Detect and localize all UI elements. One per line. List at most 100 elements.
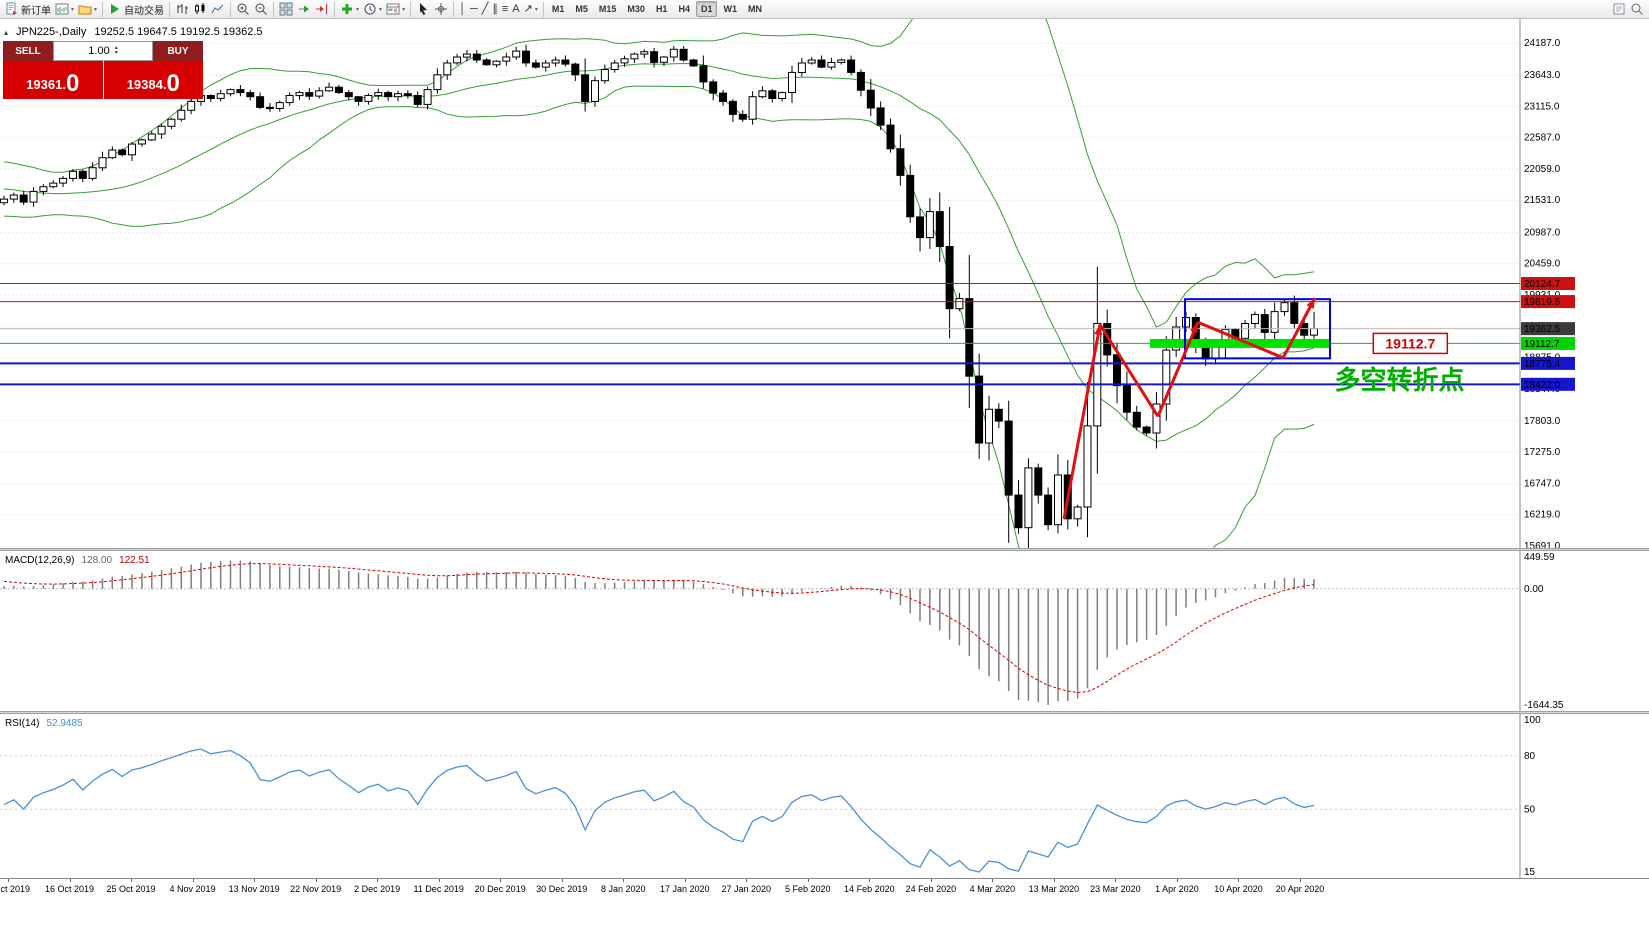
autotrading-label: 自动交易 <box>124 5 165 17</box>
cursor-button[interactable] <box>414 1 432 18</box>
arrow-tool-icon: ↗ <box>523 2 533 15</box>
panel-splitter[interactable] <box>0 711 1649 714</box>
clock-icon <box>364 3 376 15</box>
vertical-line-button[interactable]: │ <box>457 1 468 18</box>
text-tool-icon: A <box>512 2 520 15</box>
date-tick <box>869 879 871 882</box>
svg-text:17275.0: 17275.0 <box>1524 447 1561 458</box>
date-tick <box>1176 879 1178 882</box>
symbol-name: JPN225-,Daily <box>16 26 87 38</box>
collapse-trade-panel-icon[interactable]: ▴ <box>4 27 9 37</box>
candlestick-icon <box>195 3 205 14</box>
buy-button[interactable]: BUY <box>153 41 203 61</box>
date-label: 8 Jan 2020 <box>600 884 646 894</box>
svg-text:18422.0: 18422.0 <box>1524 380 1561 391</box>
indicators-button[interactable]: ▾ <box>338 1 361 18</box>
quick-search-button[interactable] <box>1628 1 1646 18</box>
toolbar-separator <box>102 1 104 17</box>
volume-down-button[interactable]: ▾ <box>114 50 118 56</box>
date-axis[interactable]: 8 Oct 2019 16 Oct 2019 25 Oct 2019 4 Nov 20… <box>0 878 1649 897</box>
text-tool-button[interactable]: A <box>510 1 521 18</box>
timeframe-MN[interactable]: MN <box>747 4 762 14</box>
buy-price-button[interactable]: 19384. 0 <box>103 61 203 99</box>
channel-button[interactable]: ∥ <box>490 1 500 18</box>
volume-up-button[interactable]: ▴ <box>114 45 118 51</box>
timeframe-W1[interactable]: W1 <box>723 4 737 14</box>
date-label: 14 Feb 2020 <box>844 884 895 894</box>
consolidation-box <box>1183 298 1331 360</box>
rsi-chart-canvas[interactable]: 100 80 50 15 <box>0 714 1649 878</box>
auto-scroll-button[interactable] <box>295 1 313 18</box>
trend-arrow-head <box>1306 297 1315 309</box>
profiles-button[interactable]: ▾ <box>76 1 99 18</box>
date-tick <box>1238 879 1240 882</box>
timeframe-D1[interactable]: D1 <box>695 1 718 17</box>
timeframe-M5[interactable]: M5 <box>575 4 588 14</box>
periods-button[interactable]: ▾ <box>361 1 384 18</box>
date-label: 11 Dec 2019 <box>413 884 464 894</box>
zoom-out-button[interactable] <box>252 1 270 18</box>
macd-main-value: 128.00 <box>81 555 113 566</box>
objects-list-button[interactable] <box>1610 1 1628 18</box>
trendline-button[interactable]: ╱ <box>480 1 491 18</box>
sell-price-button[interactable]: 19361. 0 <box>3 61 103 99</box>
profiles-folder-icon <box>78 5 92 15</box>
ohlc-values: 19252.5 19647.5 19192.5 19362.5 <box>94 26 263 38</box>
trend-arrow-segment <box>1062 324 1102 520</box>
svg-text:23643.0: 23643.0 <box>1524 70 1561 81</box>
date-tick <box>192 879 194 882</box>
channel-icon: ∥ <box>492 2 498 15</box>
macd-chart-canvas[interactable]: 449.59 0.00 -1644.35 <box>0 551 1649 711</box>
timeframe-M30[interactable]: M30 <box>627 4 645 14</box>
tile-windows-icon <box>279 2 293 16</box>
rsi-line <box>3 748 1315 873</box>
date-tick <box>315 879 317 882</box>
crosshair-button[interactable] <box>432 1 450 18</box>
tile-windows-button[interactable] <box>277 1 295 18</box>
templates-button[interactable]: ▾ <box>384 1 407 18</box>
buy-price-base: 19384. <box>126 77 167 92</box>
svg-text:20459.0: 20459.0 <box>1524 259 1561 270</box>
date-tick <box>561 879 563 882</box>
chart-shift-button[interactable] <box>313 1 331 18</box>
timeframe-H4[interactable]: H4 <box>678 4 690 14</box>
candlestick-chart-button[interactable] <box>191 1 209 18</box>
price-chart-canvas[interactable]: 24187.0 23643.0 23115.0 22587.0 22059.0 21531… <box>0 19 1649 548</box>
svg-text:15691.0: 15691.0 <box>1524 541 1561 548</box>
chart-window-icon <box>55 3 69 15</box>
date-tick <box>131 879 133 882</box>
volume-field[interactable]: 1.00 ▴ ▾ <box>53 41 153 61</box>
svg-text:23115.0: 23115.0 <box>1524 101 1560 112</box>
macd-panel: 449.59 0.00 -1644.35 MACD(12,26,9) 128.00 … <box>0 551 1649 711</box>
arrow-tool-button[interactable]: ↗ ▾ <box>522 1 540 18</box>
toolbar-separator <box>273 1 275 17</box>
panel-splitter[interactable] <box>0 548 1649 551</box>
fibonacci-button[interactable]: ≡ <box>500 1 510 18</box>
macd-label: MACD(12,26,9) 128.00 122.51 <box>5 555 150 566</box>
autotrading-play-icon <box>111 4 120 14</box>
date-tick <box>1053 879 1055 882</box>
zoom-in-button[interactable] <box>234 1 252 18</box>
toolbar-separator <box>410 1 412 17</box>
charts-window-button[interactable]: ▾ <box>53 1 76 18</box>
svg-text:17803.0: 17803.0 <box>1524 416 1561 427</box>
sell-button[interactable]: SELL <box>3 41 53 61</box>
bar-chart-button[interactable] <box>173 1 191 18</box>
date-label: 20 Apr 2020 <box>1275 884 1325 894</box>
trend-arrow-segment <box>1098 323 1160 418</box>
timeframe-H1[interactable]: H1 <box>655 4 668 14</box>
timeframe-M15[interactable]: M15 <box>598 4 617 14</box>
svg-text:50: 50 <box>1524 804 1536 815</box>
new-order-button[interactable]: 新订单 <box>3 1 53 18</box>
svg-text:21531.0: 21531.0 <box>1524 195 1561 206</box>
line-chart-button[interactable] <box>209 1 227 18</box>
svg-text:100: 100 <box>1524 715 1541 726</box>
timeframe-M1[interactable]: M1 <box>551 4 565 14</box>
autotrading-button[interactable]: 自动交易 <box>106 1 166 18</box>
chevron-down-icon: ▾ <box>71 6 75 13</box>
toolbar-separator <box>169 1 171 17</box>
svg-text:24187.0: 24187.0 <box>1524 38 1561 49</box>
toolbar: 新订单 ▾ ▾ 自动交易 <box>0 0 1649 19</box>
horizontal-line-button[interactable]: ─ <box>468 1 480 18</box>
vertical-line-icon: │ <box>459 2 466 15</box>
